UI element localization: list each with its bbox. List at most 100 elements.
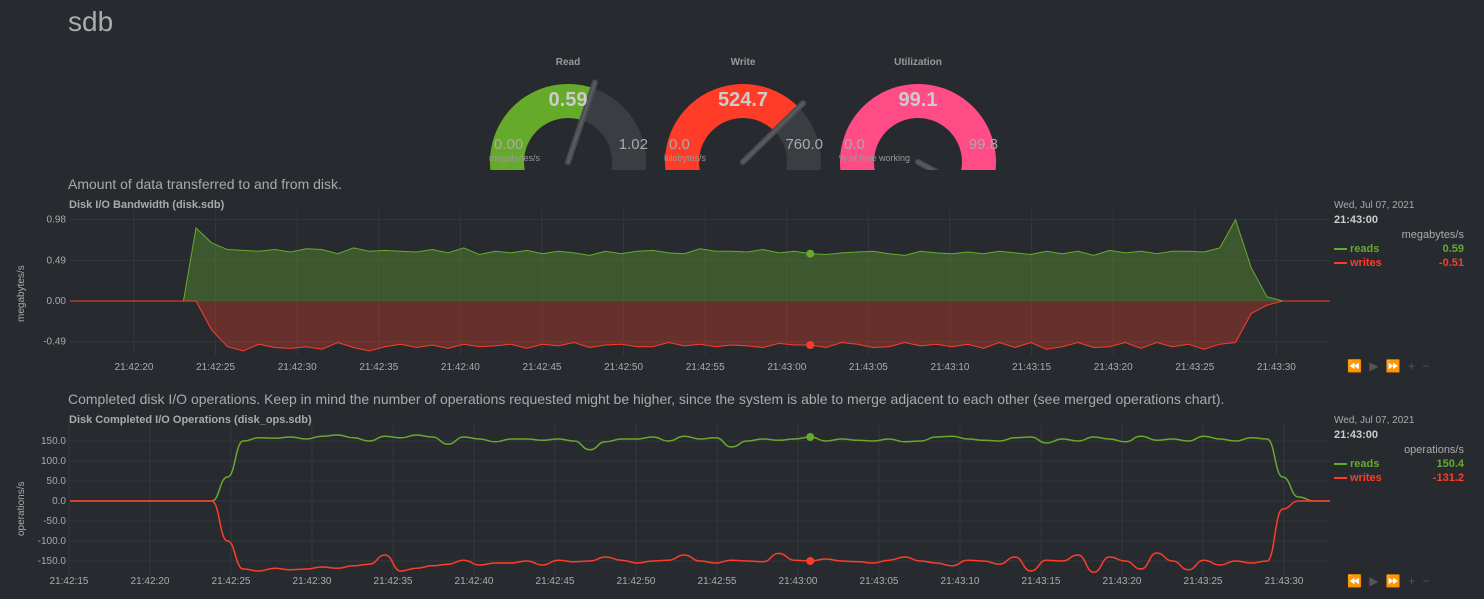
x-tick-label: 21:42:30 xyxy=(293,576,332,587)
zoom-in-icon[interactable]: + xyxy=(1408,359,1418,373)
gauge-needle-highlight xyxy=(567,81,596,163)
x-tick-label: 21:42:20 xyxy=(131,576,170,587)
reads-highlight-dot xyxy=(806,433,815,441)
gauge-max: 99.8 xyxy=(968,136,998,153)
writes-line xyxy=(70,500,1330,573)
chart-title: Disk Completed I/O Operations (disk_ops.… xyxy=(69,414,312,426)
x-tick-label: 21:42:30 xyxy=(278,362,317,373)
gauge-min: 0.0 xyxy=(669,136,690,153)
reads-swatch xyxy=(1334,463,1347,465)
gauge-write xyxy=(665,84,821,170)
gauge-value: 0.59 xyxy=(548,89,588,111)
legend-writes[interactable]: writes -0.51 xyxy=(1334,257,1464,269)
bandwidth-chart[interactable]: 21:42:20 21:42:25 21:42:30 21:42:35 21:42:40… xyxy=(0,205,1340,375)
x-tick-label: 21:42:35 xyxy=(374,576,413,587)
gauge-fill xyxy=(665,84,799,170)
zoom-in-icon[interactable]: + xyxy=(1408,574,1418,588)
gauge-unit: megabytes/s xyxy=(489,153,541,163)
fast-forward-icon[interactable]: ⏩ xyxy=(1385,574,1403,588)
legend-writes[interactable]: writes -131.2 xyxy=(1334,472,1464,484)
chart-title: Disk I/O Bandwidth (disk.sdb) xyxy=(69,199,225,211)
y-tick-label: 0.0 xyxy=(52,496,66,507)
y-tick-label: 0.98 xyxy=(47,215,67,226)
x-tick-label: 21:42:45 xyxy=(536,576,575,587)
gauge-title: Utilization xyxy=(894,57,942,68)
gauge-fill xyxy=(840,84,996,170)
gauge-read xyxy=(490,79,646,170)
gauge-needle-highlight xyxy=(917,161,935,170)
x-tick-label: 21:43:30 xyxy=(1257,362,1296,373)
gauge-unit: kilobytes/s xyxy=(664,153,707,163)
x-tick-label: 21:43:15 xyxy=(1012,362,1051,373)
writes-area xyxy=(70,301,1330,351)
legend-unit: operations/s xyxy=(1404,444,1464,456)
legend-date: Wed, Jul 07, 2021 xyxy=(1334,415,1415,426)
y-tick-label: 0.00 xyxy=(47,296,67,307)
legend-series-name: reads xyxy=(1350,458,1380,470)
reads-highlight-dot xyxy=(806,249,815,258)
writes-swatch xyxy=(1334,477,1347,479)
zoom-out-icon[interactable]: − xyxy=(1422,359,1432,373)
gauge-min: 0.0 xyxy=(844,136,865,153)
reads-line xyxy=(70,218,1330,302)
x-tick-label: 21:43:10 xyxy=(931,362,970,373)
writes-line xyxy=(70,300,1330,352)
x-tick-label: 21:42:25 xyxy=(212,576,251,587)
y-tick-label: -50.0 xyxy=(43,516,66,527)
legend-series-name: reads xyxy=(1350,243,1380,255)
zoom-out-icon[interactable]: − xyxy=(1422,574,1432,588)
x-tick-label: 21:43:20 xyxy=(1103,576,1142,587)
legend-reads[interactable]: reads 150.4 xyxy=(1334,458,1464,470)
x-tick-label: 21:43:25 xyxy=(1175,362,1214,373)
legend-series-value: -131.2 xyxy=(1432,472,1464,484)
y-tick-label: 0.49 xyxy=(47,255,67,266)
legend-date: Wed, Jul 07, 2021 xyxy=(1334,200,1415,211)
x-tick-label: 21:43:10 xyxy=(941,576,980,587)
writes-highlight-dot xyxy=(806,557,815,565)
x-tick-label: 21:43:00 xyxy=(767,362,806,373)
y-tick-label: 100.0 xyxy=(41,456,66,467)
legend-reads[interactable]: reads 0.59 xyxy=(1334,243,1464,255)
x-tick-label: 21:42:15 xyxy=(50,576,89,587)
chart-toolbar: ⏪ ▶ ⏩ + − xyxy=(1347,359,1432,373)
legend-series-name: writes xyxy=(1350,472,1382,484)
writes-highlight-dot xyxy=(806,341,815,350)
gauge-title: Read xyxy=(555,57,581,68)
x-tick-label: 21:43:05 xyxy=(849,362,888,373)
play-icon[interactable]: ▶ xyxy=(1369,359,1381,373)
x-tick-label: 21:42:35 xyxy=(359,362,398,373)
gauge-utilization xyxy=(840,84,996,170)
operations-chart[interactable]: 21:42:15 21:42:20 21:42:25 21:42:30 21:42:35… xyxy=(0,420,1340,592)
x-tick-label: 21:43:15 xyxy=(1022,576,1061,587)
x-tick-label: 21:42:40 xyxy=(441,362,480,373)
x-tick-label: 21:42:45 xyxy=(523,362,562,373)
gauge-max: 760.0 xyxy=(785,136,823,153)
gauge-min: 0.00 xyxy=(494,136,524,153)
chart-description: Completed disk I/O operations. Keep in m… xyxy=(68,391,1225,407)
reads-swatch xyxy=(1334,248,1347,250)
reads-area xyxy=(70,219,1330,302)
writes-swatch xyxy=(1334,262,1347,264)
gauge-unit: % of time working xyxy=(839,153,911,163)
rewind-icon[interactable]: ⏪ xyxy=(1347,359,1364,373)
gauge-needle-highlight xyxy=(742,102,805,163)
page-title: sdb xyxy=(68,6,114,37)
legend-series-value: -0.51 xyxy=(1438,257,1464,269)
rewind-icon[interactable]: ⏪ xyxy=(1347,574,1364,588)
legend-series-value: 0.59 xyxy=(1442,243,1464,255)
y-tick-label: 150.0 xyxy=(41,436,66,447)
fast-forward-icon[interactable]: ⏩ xyxy=(1385,359,1403,373)
legend-unit: megabytes/s xyxy=(1401,229,1464,241)
gauge-max: 1.02 xyxy=(618,136,648,153)
x-tick-label: 21:43:00 xyxy=(779,576,818,587)
reads-line xyxy=(70,434,1330,502)
y-tick-label: -100.0 xyxy=(38,536,67,547)
legend-time: 21:43:00 xyxy=(1334,429,1379,441)
gauge-value: 99.1 xyxy=(898,89,938,111)
x-tick-label: 21:43:20 xyxy=(1094,362,1133,373)
y-tick-label: 50.0 xyxy=(47,476,67,487)
play-icon[interactable]: ▶ xyxy=(1369,574,1381,588)
x-tick-label: 21:42:50 xyxy=(604,362,643,373)
legend-series-value: 150.4 xyxy=(1436,458,1464,470)
x-tick-label: 21:43:05 xyxy=(860,576,899,587)
